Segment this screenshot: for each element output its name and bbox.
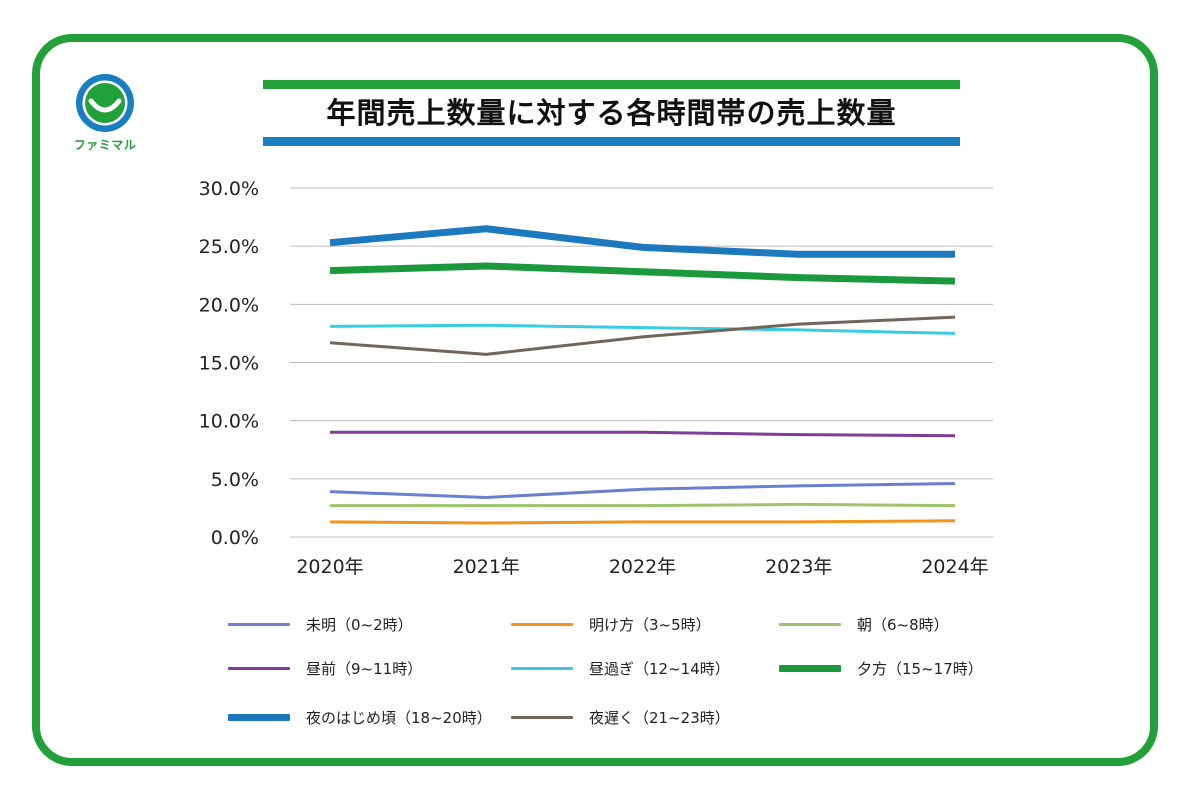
- title-bar-bottom: [263, 137, 960, 146]
- y-tick-label: 10.0%: [199, 411, 259, 433]
- y-tick-label: 5.0%: [211, 469, 259, 491]
- x-tick-label: 2020年: [296, 556, 363, 578]
- series-line-2: [330, 502, 956, 508]
- card-frame: [32, 34, 1158, 766]
- famimaru-logo: [76, 74, 134, 132]
- series-line-3: [330, 430, 956, 438]
- y-axis-ticks: 0.0% 5.0% 10.0% 15.0% 20.0% 25.0% 30.0%: [199, 178, 259, 549]
- series-line-6: [329, 225, 955, 258]
- series-line-4: [329, 323, 956, 335]
- y-tick-label: 0.0%: [211, 527, 259, 549]
- y-tick-label: 15.0%: [199, 353, 259, 375]
- logo-inner-disc: [85, 83, 125, 123]
- series-line-5: [329, 262, 956, 285]
- y-tick-label: 20.0%: [199, 294, 259, 316]
- y-tick-label: 25.0%: [199, 236, 259, 258]
- x-tick-label: 2021年: [453, 556, 520, 578]
- series-line-7: [329, 315, 956, 356]
- chart-title: 年間売上数量に対する各時間帯の売上数量: [326, 96, 897, 130]
- series-line-0: [329, 481, 956, 499]
- y-tick-label: 30.0%: [199, 178, 259, 200]
- title-bar-top: [263, 80, 960, 89]
- series-line-1: [329, 519, 956, 525]
- x-tick-label: 2023年: [765, 556, 832, 578]
- x-tick-label: 2022年: [609, 556, 676, 578]
- logo-text: ファミマル: [73, 138, 137, 152]
- series-layer: [329, 225, 956, 525]
- smile-icon: [88, 98, 122, 113]
- x-axis-ticks: 2020年 2021年 2022年 2023年 2024年: [296, 556, 988, 578]
- x-tick-label: 2024年: [921, 556, 988, 578]
